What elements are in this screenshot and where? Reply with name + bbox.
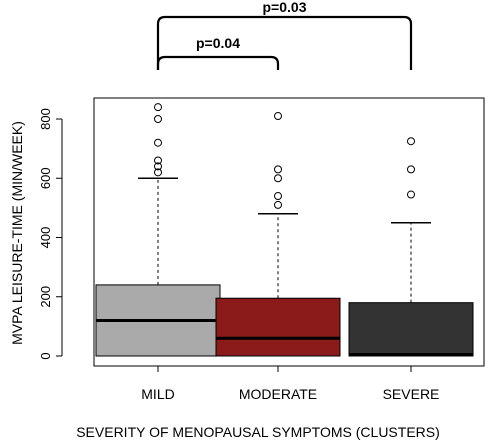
y-tick-label: 800 [38, 108, 53, 130]
outlier-point [274, 112, 282, 121]
box-severe [348, 137, 474, 357]
significance-label: p=0.04 [196, 35, 240, 51]
outlier-point [154, 103, 162, 112]
significance-brackets: p=0.04 p=0.03 [156, 0, 413, 70]
box-moderate [215, 112, 341, 357]
x-tick-label: MODERATE [239, 386, 317, 402]
outlier-point [154, 138, 162, 147]
box-iqr [215, 297, 341, 357]
outlier-point [407, 190, 415, 199]
y-axis-label: MVPA LEISURE-TIME (MIN/WEEK) [9, 121, 25, 345]
outlier-point [274, 165, 282, 174]
outlier-point [154, 162, 162, 171]
y-tick-label: 200 [38, 286, 53, 308]
outlier-point [274, 174, 282, 183]
x-axis-label: SEVERITY OF MENOPAUSAL SYMPTOMS (CLUSTER… [76, 424, 440, 440]
y-tick-label: 0 [38, 352, 53, 359]
significance-bracket [156, 15, 413, 70]
outlier-point [407, 137, 415, 146]
y-tick-label: 600 [38, 167, 53, 189]
box-iqr [348, 302, 474, 357]
outlier-point [407, 165, 415, 174]
outlier-point [274, 192, 282, 201]
outlier-point [274, 200, 282, 209]
outlier-point [154, 156, 162, 165]
significance-label: p=0.03 [263, 0, 307, 15]
outlier-point [154, 115, 162, 123]
boxes [95, 103, 474, 357]
x-tick-label: SEVERE [383, 386, 440, 402]
x-axis: MILD MODERATE SEVERE [141, 365, 440, 402]
significance-bracket [156, 55, 280, 70]
outlier-point [154, 168, 162, 177]
y-tick-label: 400 [38, 227, 53, 249]
box-mild [95, 103, 221, 357]
x-tick-label: MILD [141, 386, 174, 402]
y-axis: 0 200 400 600 800 [38, 108, 63, 360]
